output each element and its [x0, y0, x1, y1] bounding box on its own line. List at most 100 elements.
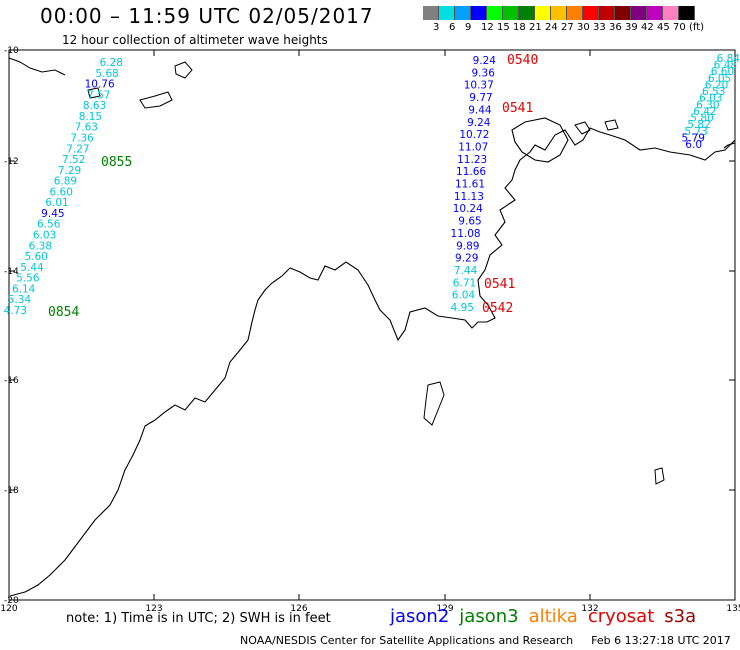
swh-value: 9.65 — [458, 216, 481, 228]
swh-value: 6.03 — [699, 93, 722, 105]
legend-label: (ft) — [689, 22, 705, 33]
chart-title: 00:00 – 11:59 UTC 02/05/2017 — [40, 4, 374, 28]
swh-value: 7.36 — [70, 132, 94, 144]
swh-value: 5.68 — [95, 68, 118, 80]
rote-island — [174, 61, 193, 79]
credit-timestamp: Feb 6 13:27:18 UTC 2017 — [591, 634, 731, 647]
satellite-altika: altika — [528, 606, 578, 627]
legend-label: 15 — [497, 22, 510, 33]
timor-coastline — [8, 57, 66, 76]
swh-value: 7.27 — [66, 143, 89, 155]
pass-time: 0542 — [482, 301, 513, 316]
legend-label: 70 — [673, 22, 686, 33]
lon-label: 126 — [290, 604, 307, 614]
swh-value: 6.30 — [696, 99, 719, 111]
pass-time: 0541 — [502, 101, 533, 116]
legend-swatch — [647, 6, 663, 20]
lat-label: -14 — [4, 267, 19, 277]
credit-text: NOAA/NESDIS Center for Satellite Applica… — [240, 634, 574, 647]
legend-swatch — [631, 6, 647, 20]
swh-value: 8.15 — [79, 111, 102, 123]
swh-value: 7.52 — [62, 154, 85, 166]
goulburn-island — [604, 119, 619, 131]
swh-value: 6.0 — [685, 139, 702, 151]
swh-value: 4.73 — [4, 305, 27, 317]
swh-value: 7.44 — [454, 265, 478, 277]
swh-value: 10.76 — [85, 79, 115, 91]
swh-value: 6.89 — [54, 176, 77, 188]
australia-coastline — [9, 127, 736, 597]
swh-value: 5.82 — [687, 119, 710, 131]
swh-value: 6.48 — [714, 60, 737, 72]
satellite-jason2: jason2 — [390, 606, 450, 627]
legend-label: 12 — [481, 22, 494, 33]
offshore-island-b — [654, 467, 665, 485]
legend-swatch — [599, 6, 615, 20]
lat-label: -10 — [4, 46, 19, 56]
lon-label: 135 — [726, 604, 740, 614]
swh-value: 10.37 — [464, 80, 494, 92]
lon-label: 132 — [581, 604, 598, 614]
satellite-legend: jason2 jason3 altika cryosat s3a — [390, 606, 706, 627]
swh-value: 5.80 — [690, 113, 713, 125]
swh-value: 11.66 — [456, 166, 486, 178]
lat-label: -16 — [4, 376, 19, 386]
legend-label: 9 — [465, 22, 472, 33]
legend-swatch — [567, 6, 583, 20]
chart-subtitle: 12 hour collection of altimeter wave hei… — [62, 33, 328, 47]
swh-value: 9.45 — [41, 208, 64, 220]
swh-value: 5.60 — [24, 251, 47, 263]
swh-value: 11.23 — [457, 154, 487, 166]
lon-label: 129 — [436, 604, 453, 614]
legend-swatch — [487, 6, 503, 20]
swh-value: 9.29 — [455, 253, 478, 265]
swh-value: 8.63 — [83, 100, 106, 112]
swh-value: 4.95 — [451, 302, 474, 314]
swh-value: 6.71 — [453, 277, 476, 289]
legend-swatch — [423, 6, 439, 20]
legend-label: 18 — [513, 22, 526, 33]
pass-time: 0855 — [101, 155, 132, 170]
swh-value: 9.77 — [469, 92, 492, 104]
legend-label: 3 — [433, 22, 440, 33]
legend-swatch — [455, 6, 471, 20]
pass-time: 0540 — [507, 53, 538, 68]
swh-value: 7.29 — [58, 165, 81, 177]
legend-label: 36 — [609, 22, 622, 33]
swh-value: 9.24 — [473, 55, 497, 67]
legend-label: 33 — [593, 22, 606, 33]
legend-swatch — [439, 6, 455, 20]
legend-swatch — [551, 6, 567, 20]
lat-label: -12 — [4, 157, 19, 167]
swh-value: 5.56 — [16, 273, 40, 285]
swh-value: 6.38 — [29, 240, 52, 252]
legend-swatch — [519, 6, 535, 20]
legend-swatch — [471, 6, 487, 20]
legend-label: 30 — [577, 22, 590, 33]
swh-value: 6.14 — [12, 283, 36, 295]
swh-value: 9.36 — [472, 67, 496, 79]
legend-swatch — [583, 6, 599, 20]
swh-value: 6.42 — [693, 106, 716, 118]
lon-label: 120 — [0, 604, 17, 614]
color-legend-labels: 3 6 9 12 15 18 21 24 27 30 33 36 39 42 45 70 (ft) — [423, 22, 740, 34]
track-right-values: 6.846.486.606.056.206.536.036.306.425.80… — [682, 53, 740, 151]
swh-value: 6.56 — [37, 219, 61, 231]
legend-label: 42 — [641, 22, 654, 33]
croker-island — [574, 121, 591, 135]
swh-value: 9.89 — [456, 240, 479, 252]
legend-swatch — [679, 6, 695, 20]
swh-value: 6.04 — [452, 290, 476, 302]
melville-island — [511, 117, 569, 163]
footer-note: note: 1) Time is in UTC; 2) SWH is in fe… — [66, 611, 331, 626]
map-frame — [8, 49, 736, 601]
legend-label: 45 — [657, 22, 670, 33]
credit-line: NOAA/NESDIS Center for Satellite Applica… — [240, 634, 731, 647]
swh-value: 5.79 — [682, 132, 705, 144]
legend-label: 24 — [545, 22, 558, 33]
track-middle-values: 9.249.3610.379.779.449.2410.7211.0711.23… — [451, 55, 497, 314]
swh-value: 10.72 — [459, 129, 489, 141]
swh-value: 5.34 — [8, 294, 32, 306]
legend-swatch — [615, 6, 631, 20]
